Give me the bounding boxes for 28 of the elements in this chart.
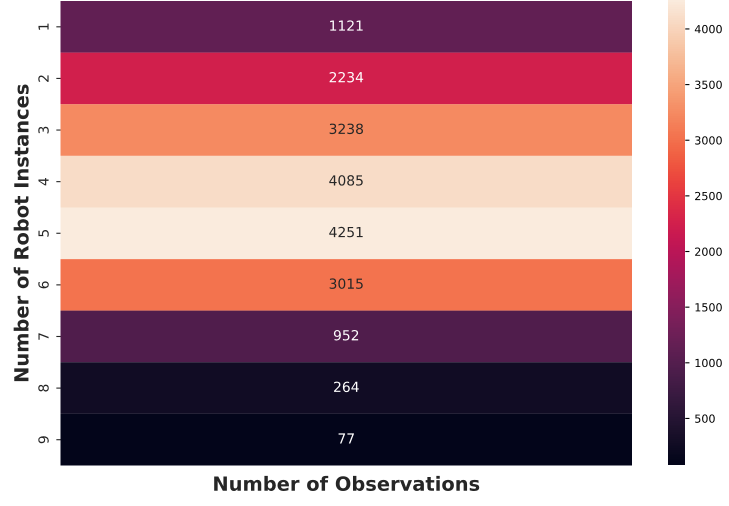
data-label: 4251 <box>329 226 363 238</box>
y-tick-label: 7 <box>38 333 49 340</box>
color-bar-label: 1000 <box>696 358 722 368</box>
data-label: 1121 <box>330 20 363 31</box>
y-tick-label: 1 <box>38 24 49 30</box>
y-axis-title: Number of Robot Instances <box>14 84 29 382</box>
color-bar-label: 3500 <box>695 80 722 89</box>
y-tick-label: 4 <box>38 178 49 186</box>
y-tick-label: 6 <box>38 281 49 288</box>
y-tick-label: 5 <box>38 230 49 237</box>
y-tick-label: 3 <box>38 126 49 134</box>
color-bar-label: 2500 <box>695 192 722 200</box>
data-label: 3238 <box>330 124 363 134</box>
color-bar-label: 3000 <box>695 136 722 145</box>
color-bar-label: 4000 <box>694 24 722 34</box>
color-bar-label: 500 <box>695 414 715 423</box>
data-label: 264 <box>334 382 359 392</box>
x-axis-title: Number of Observations <box>214 476 480 491</box>
color-bar-label: 1500 <box>696 303 722 312</box>
data-label: 952 <box>334 330 358 341</box>
color-bar-label: 2000 <box>695 247 722 256</box>
data-label: 3015 <box>330 278 363 289</box>
data-label: 4085 <box>329 175 363 186</box>
y-tick-label: 2 <box>38 75 49 82</box>
data-label: 2234 <box>330 72 364 82</box>
y-tick-label: 9 <box>38 436 49 444</box>
data-label: 77 <box>338 433 354 444</box>
y-tick-label: 8 <box>38 384 49 392</box>
